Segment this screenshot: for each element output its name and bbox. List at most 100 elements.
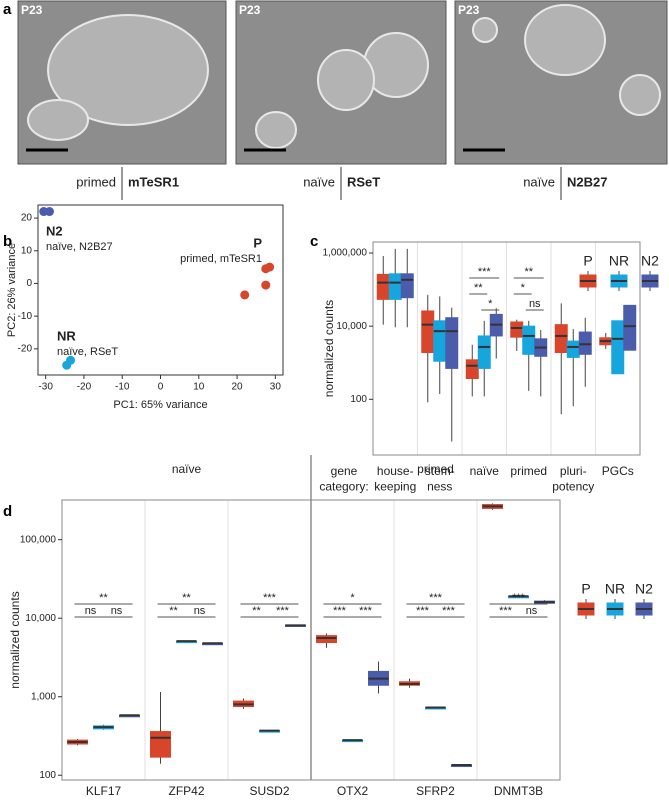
- x-tick-label: DNMT3B: [494, 784, 543, 798]
- cell-colony: [619, 74, 661, 116]
- legend-label: P: [583, 253, 592, 269]
- y-tick-label: 0: [26, 278, 32, 289]
- x-axis-label: gene category:: [319, 464, 368, 494]
- significance-label: **: [252, 605, 261, 617]
- y-tick-label: -10: [18, 311, 33, 322]
- x-tick-label: PGCs: [602, 464, 634, 478]
- image-tag: P23: [458, 3, 480, 17]
- box: [150, 731, 171, 758]
- box: [421, 310, 435, 354]
- significance-label: ns: [194, 605, 206, 617]
- significance-label: ns: [526, 605, 538, 617]
- significance-label: **: [474, 282, 483, 294]
- significance-label: ***: [478, 266, 492, 278]
- box: [400, 273, 414, 299]
- culture-medium: RSeT: [347, 174, 380, 189]
- image-tag: P23: [239, 3, 261, 17]
- significance-label: ***: [512, 592, 526, 604]
- group-name: NR: [57, 328, 76, 343]
- x-tick-label: house-keeping: [374, 464, 416, 494]
- group-description: naïve, RSeT: [57, 346, 118, 358]
- y-tick-label: 1,000: [31, 691, 56, 702]
- box: [477, 335, 491, 369]
- significance-label: ***: [442, 605, 456, 617]
- x-tick-label: primed: [510, 464, 547, 478]
- y-axis-label: PC2: 26% variance: [6, 243, 18, 337]
- culture-medium: mTeSR1: [128, 174, 179, 189]
- significance-label: ***: [359, 605, 373, 617]
- significance-label: ***: [333, 605, 347, 617]
- legend-label: NR: [605, 581, 625, 597]
- box: [316, 635, 337, 644]
- y-axis-label: normalized counts: [322, 300, 336, 397]
- significance-label: ns: [85, 605, 97, 617]
- x-tick-label: 30: [270, 382, 282, 393]
- significance-label: *: [488, 298, 493, 310]
- culture-state: naïve: [523, 174, 555, 189]
- y-tick-label: 10,000: [25, 613, 56, 624]
- plot-frame: [372, 241, 641, 456]
- x-tick-label: ZFP42: [168, 784, 204, 798]
- panel-label: d: [3, 503, 12, 520]
- cell-colony: [255, 111, 297, 149]
- box: [376, 273, 390, 300]
- culture-medium: N2B27: [567, 174, 607, 189]
- cell-colony: [472, 17, 498, 43]
- group-description: naïve, N2B27: [46, 241, 113, 253]
- x-tick-label: KLF17: [86, 784, 122, 798]
- point: [261, 280, 271, 290]
- box: [433, 320, 447, 362]
- legend-label: NR: [609, 253, 629, 269]
- box: [445, 317, 459, 369]
- y-tick-label: 100: [350, 394, 367, 405]
- box: [623, 304, 637, 351]
- x-tick-label: SFRP2: [416, 784, 455, 798]
- y-tick-label: 1,000,000: [323, 248, 368, 259]
- group-name: P: [253, 235, 262, 250]
- plot-frame: [61, 499, 561, 781]
- panel-label: a: [3, 1, 12, 18]
- x-tick-label: OTX2: [337, 784, 369, 798]
- significance-label: *: [521, 282, 526, 294]
- group-description: primed, mTeSR1: [180, 253, 262, 265]
- x-tick-label: 0: [158, 382, 164, 393]
- x-tick-label: pluri-potency: [552, 464, 594, 494]
- group-header: primed: [417, 462, 454, 476]
- panel-label: b: [3, 233, 12, 250]
- y-tick-label: 10,000: [336, 321, 367, 332]
- significance-label: ***: [429, 592, 443, 604]
- x-tick-label: -30: [38, 382, 53, 393]
- point: [265, 262, 275, 272]
- legend-label: P: [581, 581, 590, 597]
- significance-label: ***: [499, 605, 513, 617]
- y-tick-label: 100,000: [20, 534, 57, 545]
- point: [66, 355, 76, 365]
- box: [566, 340, 580, 358]
- x-tick-label: 10: [193, 382, 205, 393]
- cell-colony: [317, 49, 375, 111]
- box: [465, 359, 479, 380]
- significance-label: **: [524, 266, 533, 278]
- box: [554, 324, 568, 354]
- significance-label: *: [350, 592, 355, 604]
- y-tick-label: 20: [21, 213, 33, 224]
- significance-label: ***: [276, 605, 290, 617]
- panel-label: c: [310, 233, 318, 250]
- y-tick-label: -20: [18, 343, 33, 354]
- y-tick-label: 10: [21, 245, 33, 256]
- culture-state: primed: [76, 174, 116, 189]
- significance-label: **: [182, 592, 191, 604]
- cell-colony: [27, 99, 89, 141]
- x-tick-label: 20: [232, 382, 244, 393]
- group-name: N2: [46, 223, 63, 238]
- point: [44, 207, 54, 217]
- box: [578, 331, 592, 355]
- significance-label: ns: [111, 605, 123, 617]
- point: [240, 290, 250, 300]
- box: [510, 321, 524, 338]
- x-tick-label: -20: [77, 382, 92, 393]
- legend-label: N2: [641, 253, 659, 269]
- y-tick-label: 100: [39, 770, 56, 781]
- culture-state: naïve: [303, 174, 335, 189]
- significance-label: **: [99, 592, 108, 604]
